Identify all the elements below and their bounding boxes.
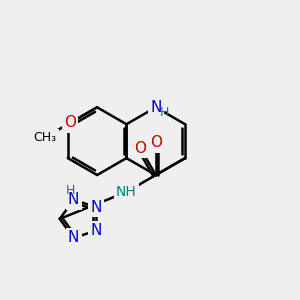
Text: N: N (150, 100, 161, 115)
Text: H: H (66, 184, 75, 197)
Text: O: O (64, 116, 76, 130)
Text: O: O (134, 141, 146, 156)
Text: O: O (150, 135, 162, 150)
Text: N: N (68, 230, 79, 245)
Text: NH: NH (116, 185, 137, 199)
Text: N: N (90, 200, 102, 214)
Text: N: N (90, 223, 102, 238)
Text: H: H (159, 106, 169, 119)
Text: N: N (68, 192, 79, 207)
Text: CH₃: CH₃ (34, 131, 57, 144)
